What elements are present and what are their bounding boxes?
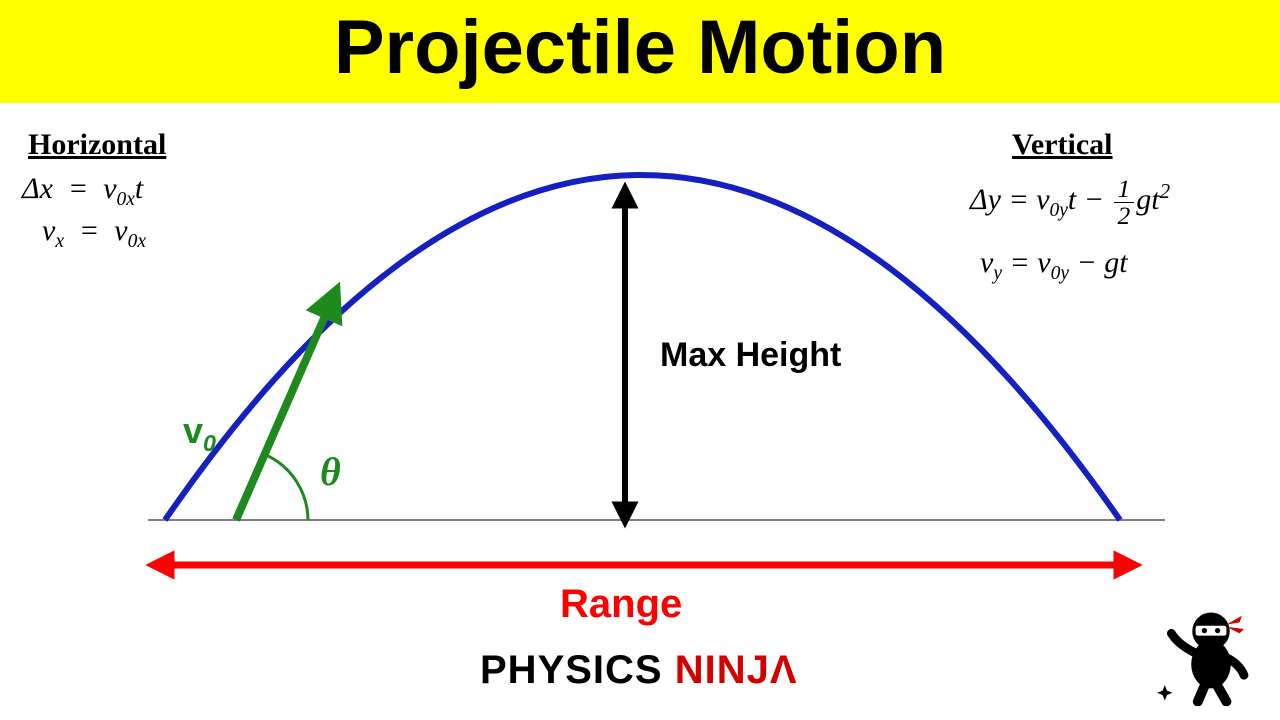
v0-label: v0 — [183, 410, 216, 457]
physics-ninja-logo: PHYSICS NINJΛ — [480, 648, 798, 693]
logo-part1: PHYSICS — [480, 648, 675, 692]
v0-subscript: 0 — [203, 430, 216, 456]
range-label: Range — [560, 582, 682, 627]
theta-label: θ — [320, 448, 341, 495]
max-height-label: Max Height — [660, 336, 841, 375]
logo-part2: NINJΛ — [675, 648, 798, 692]
angle-arc — [266, 455, 308, 520]
v0-symbol: v — [183, 410, 203, 451]
ninja-icon — [1156, 596, 1266, 706]
